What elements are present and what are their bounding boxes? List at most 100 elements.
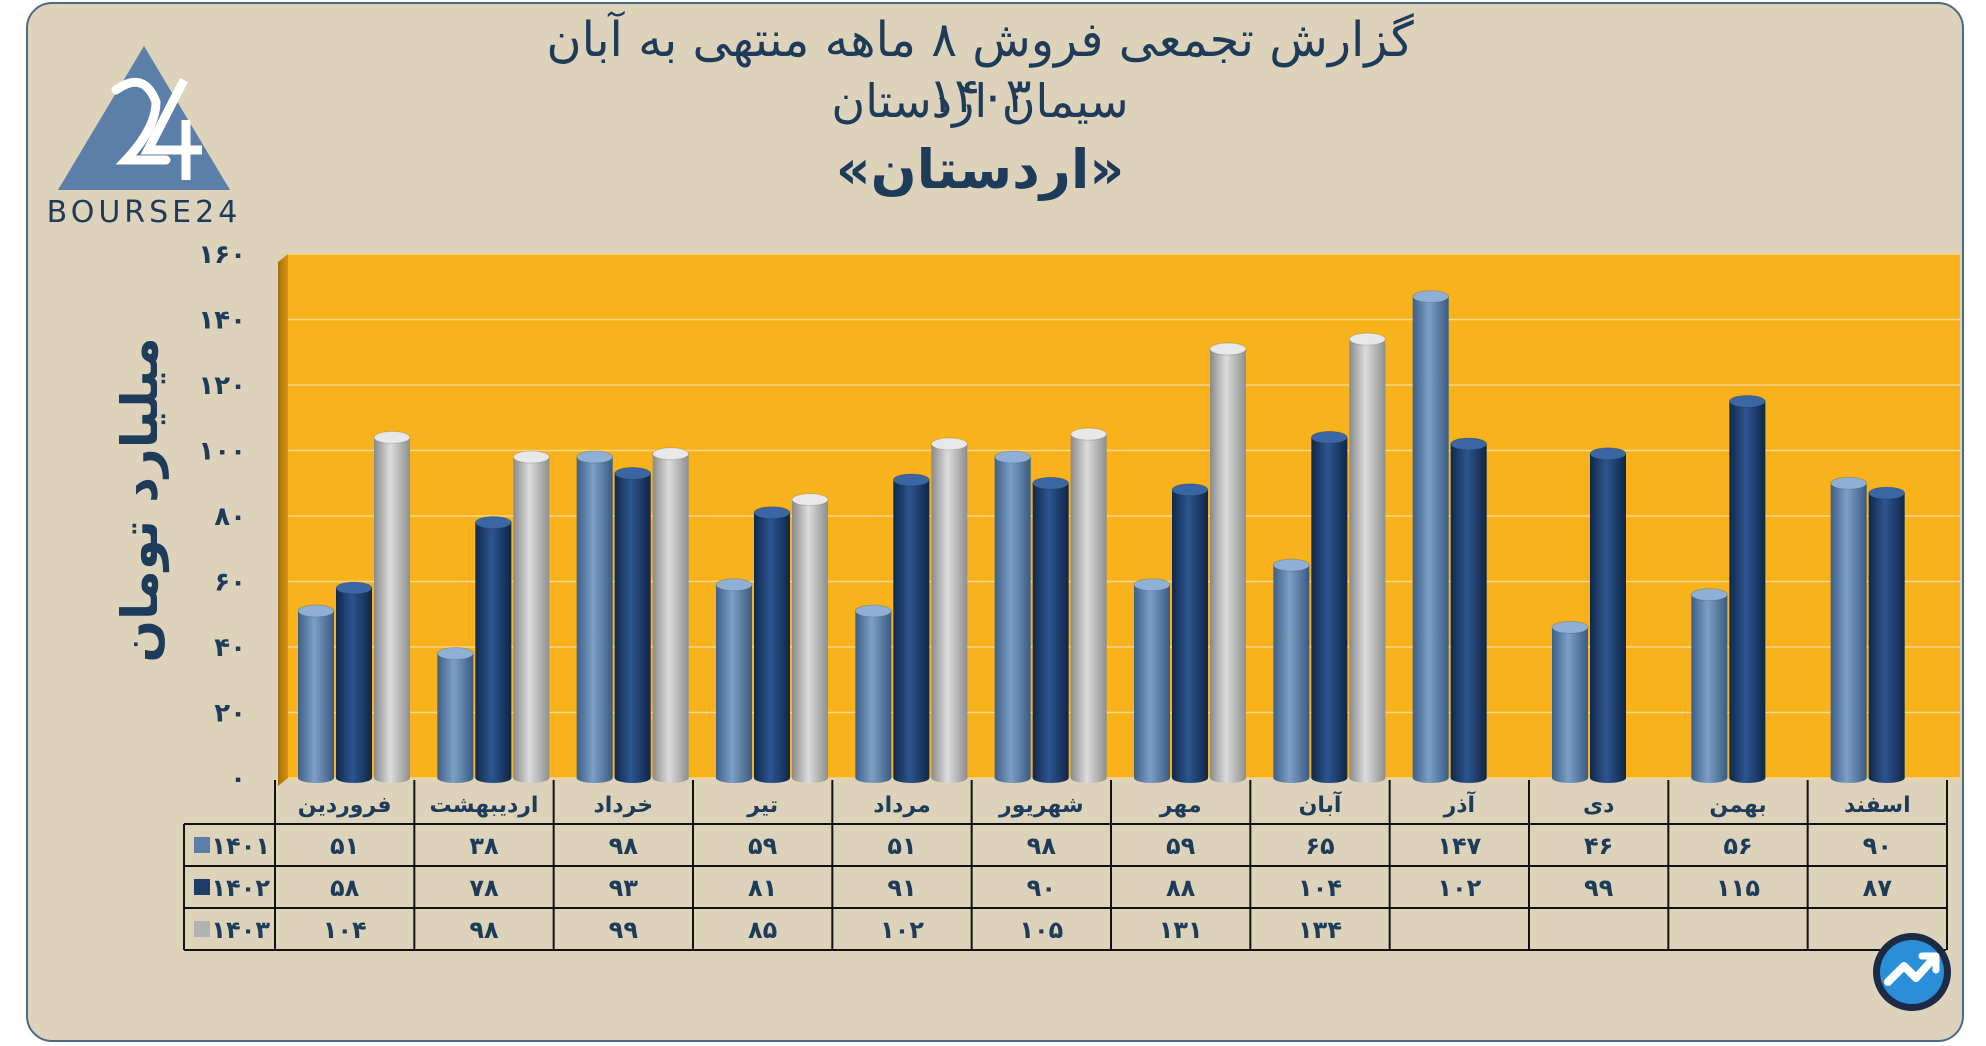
data-label: ۹۰ bbox=[1027, 874, 1056, 902]
data-label: ۱۰۲ bbox=[1437, 874, 1481, 902]
bar bbox=[791, 493, 829, 783]
bar bbox=[1171, 483, 1209, 783]
logo-text: BOURSE24 bbox=[47, 195, 242, 230]
data-label: ۱۰۴ bbox=[323, 916, 367, 944]
bar bbox=[1868, 486, 1906, 783]
data-label: ۸۵ bbox=[748, 916, 777, 944]
y-tick-label: ۱۶۰ bbox=[198, 240, 246, 270]
data-label: ۴۶ bbox=[1584, 832, 1613, 860]
data-label: ۱۰۴ bbox=[1298, 874, 1342, 902]
bar bbox=[474, 516, 512, 783]
chart-subtitle: سیمان اردستان bbox=[831, 74, 1129, 128]
y-tick-label: ۱۲۰ bbox=[198, 371, 246, 401]
bar bbox=[1209, 342, 1247, 783]
legend-swatch bbox=[194, 837, 210, 853]
bar bbox=[1070, 427, 1108, 783]
bar bbox=[892, 473, 930, 783]
x-tick-label: شهریور bbox=[998, 793, 1084, 818]
x-tick-label: تیر bbox=[746, 793, 778, 818]
data-label: ۱۳۴ bbox=[1298, 916, 1342, 944]
y-tick-label: ۸۰ bbox=[214, 502, 246, 532]
data-label: ۵۱ bbox=[330, 832, 359, 860]
data-label: ۱۴۷ bbox=[1437, 832, 1481, 860]
y-tick-label: ۴۰ bbox=[214, 633, 246, 663]
data-label: ۷۸ bbox=[469, 874, 499, 902]
bar bbox=[1412, 290, 1450, 783]
x-tick-label: آبان bbox=[1299, 790, 1342, 818]
data-label: ۹۸ bbox=[1027, 832, 1057, 860]
bar bbox=[512, 450, 550, 783]
data-label: ۹۳ bbox=[609, 874, 639, 902]
bar bbox=[1310, 430, 1348, 783]
x-tick-label: آذر bbox=[1443, 790, 1476, 818]
legend-label: ۱۴۰۲ bbox=[211, 874, 270, 902]
data-label: ۹۸ bbox=[609, 832, 639, 860]
bar bbox=[614, 466, 652, 783]
trend-up-badge-icon bbox=[1873, 933, 1951, 1011]
bar bbox=[715, 578, 753, 783]
x-tick-label: اسفند bbox=[1844, 793, 1911, 818]
data-label: ۵۸ bbox=[330, 874, 360, 902]
x-tick-label: مهر bbox=[1159, 793, 1202, 818]
bar bbox=[1348, 332, 1386, 783]
data-label: ۹۱ bbox=[887, 874, 916, 902]
data-label: ۱۳۱ bbox=[1159, 916, 1203, 944]
data-label: ۹۹ bbox=[1584, 874, 1614, 902]
legend-swatch bbox=[194, 921, 210, 937]
logo-2-glyph bbox=[111, 77, 171, 165]
x-tick-label: اردیبهشت bbox=[430, 793, 539, 818]
data-label: ۵۹ bbox=[748, 832, 778, 860]
data-label: ۸۱ bbox=[748, 874, 777, 902]
plot-side-wall bbox=[278, 254, 288, 786]
y-tick-label: ۱۴۰ bbox=[198, 306, 246, 336]
bar bbox=[854, 604, 892, 783]
data-label: ۵۹ bbox=[1166, 832, 1196, 860]
data-label: ۱۰۲ bbox=[880, 916, 924, 944]
bar bbox=[1589, 447, 1627, 783]
x-tick-label: مرداد bbox=[873, 793, 930, 818]
y-tick-label: ۶۰ bbox=[214, 568, 246, 598]
y-tick-label: ۲۰ bbox=[214, 699, 246, 729]
bar bbox=[1133, 578, 1171, 783]
bar bbox=[930, 437, 968, 783]
bar bbox=[373, 430, 411, 783]
bar bbox=[1690, 588, 1728, 783]
bar bbox=[1032, 476, 1070, 783]
bar bbox=[1551, 620, 1589, 783]
chart-title: گزارش تجمعی فروش ۸ ماهه منتهی به آبان ۱۴… bbox=[546, 12, 1414, 124]
bar bbox=[994, 450, 1032, 783]
bar bbox=[297, 604, 335, 783]
legend-label: ۱۴۰۱ bbox=[211, 832, 270, 860]
bar bbox=[1830, 476, 1868, 783]
bar bbox=[335, 581, 373, 783]
data-label: ۸۷ bbox=[1863, 874, 1893, 902]
bar bbox=[1450, 437, 1488, 783]
data-label: ۵۱ bbox=[887, 832, 916, 860]
x-tick-label: دی bbox=[1583, 793, 1614, 818]
data-label: ۹۰ bbox=[1863, 832, 1892, 860]
legend-swatch bbox=[194, 879, 210, 895]
legend-label: ۱۴۰۳ bbox=[211, 916, 270, 944]
bar bbox=[1728, 394, 1766, 783]
data-label: ۳۸ bbox=[469, 832, 499, 860]
logo-4-glyph bbox=[140, 77, 202, 180]
data-label: ۸۸ bbox=[1166, 874, 1196, 902]
y-tick-label: ۰ bbox=[230, 764, 246, 794]
data-label: ۵۶ bbox=[1723, 832, 1752, 860]
x-tick-label: فروردین bbox=[298, 793, 392, 818]
y-tick-label: ۱۰۰ bbox=[198, 437, 246, 467]
data-label: ۶۵ bbox=[1305, 832, 1334, 860]
data-label: ۱۱۵ bbox=[1716, 874, 1760, 902]
x-tick-label: خرداد bbox=[593, 793, 653, 818]
bar bbox=[1272, 558, 1310, 783]
bar bbox=[753, 506, 791, 783]
chart-symbol: «اردستان» bbox=[835, 138, 1125, 201]
x-tick-label: بهمن bbox=[1709, 793, 1766, 818]
bar bbox=[436, 647, 474, 783]
data-label: ۹۹ bbox=[609, 916, 639, 944]
bar bbox=[576, 450, 614, 783]
bar bbox=[652, 447, 690, 783]
bourse24-logo: BOURSE24 bbox=[47, 46, 242, 230]
data-label: ۱۰۵ bbox=[1019, 916, 1063, 944]
